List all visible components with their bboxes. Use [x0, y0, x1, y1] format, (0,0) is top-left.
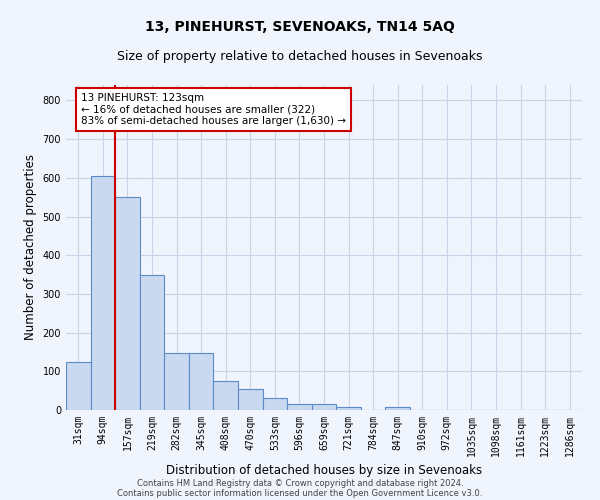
- Bar: [91, 176, 115, 410]
- X-axis label: Distribution of detached houses by size in Sevenoaks: Distribution of detached houses by size …: [166, 464, 482, 477]
- Text: 13, PINEHURST, SEVENOAKS, TN14 5AQ: 13, PINEHURST, SEVENOAKS, TN14 5AQ: [145, 20, 455, 34]
- Text: Contains HM Land Registry data © Crown copyright and database right 2024.: Contains HM Land Registry data © Crown c…: [137, 478, 463, 488]
- Text: Size of property relative to detached houses in Sevenoaks: Size of property relative to detached ho…: [117, 50, 483, 63]
- Bar: [115, 197, 140, 410]
- Y-axis label: Number of detached properties: Number of detached properties: [24, 154, 37, 340]
- Bar: [263, 398, 287, 410]
- Bar: [214, 381, 238, 410]
- Bar: [140, 274, 164, 410]
- Bar: [336, 407, 361, 410]
- Bar: [164, 352, 189, 410]
- Bar: [287, 404, 312, 410]
- Bar: [66, 362, 91, 410]
- Text: Contains public sector information licensed under the Open Government Licence v3: Contains public sector information licen…: [118, 488, 482, 498]
- Bar: [312, 404, 336, 410]
- Bar: [385, 407, 410, 410]
- Bar: [189, 352, 214, 410]
- Text: 13 PINEHURST: 123sqm
← 16% of detached houses are smaller (322)
83% of semi-deta: 13 PINEHURST: 123sqm ← 16% of detached h…: [81, 92, 346, 126]
- Bar: [238, 388, 263, 410]
